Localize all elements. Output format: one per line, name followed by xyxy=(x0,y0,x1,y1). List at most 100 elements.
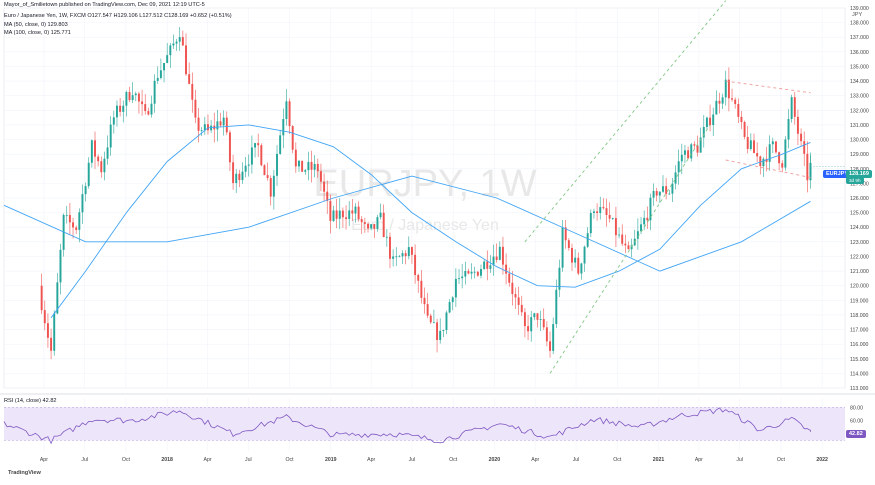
y-tick-label: 126.000 xyxy=(850,196,869,202)
rsi-value-badge: 42.82 xyxy=(846,430,866,438)
candle-body xyxy=(298,160,300,167)
candle-body xyxy=(668,193,671,195)
y-tick-label: 133.000 xyxy=(850,94,869,100)
candle-body xyxy=(624,243,627,246)
candle-body xyxy=(106,147,109,159)
y-tick-label: 131.000 xyxy=(850,123,869,129)
candle-body xyxy=(680,154,683,162)
candle-body xyxy=(72,222,75,228)
candle-body xyxy=(461,276,464,279)
candle-body xyxy=(232,162,235,184)
candle-body xyxy=(454,278,457,298)
candle-body xyxy=(175,41,178,44)
candle-body xyxy=(81,194,84,213)
candle-body xyxy=(87,162,90,187)
candle-body xyxy=(809,166,812,176)
candle-body xyxy=(429,315,432,323)
candle-body xyxy=(354,206,357,214)
candle-body xyxy=(382,212,385,238)
candle-body xyxy=(643,217,646,225)
y-tick-label: 117.000 xyxy=(850,328,868,334)
candle-body xyxy=(765,158,768,162)
ma50-legend[interactable]: MA (50, close, 0) 129.803 xyxy=(4,22,68,28)
candle-body xyxy=(530,317,533,332)
candle-body xyxy=(596,211,599,214)
candle-body xyxy=(147,111,150,115)
candle-body xyxy=(683,150,686,155)
candle-body xyxy=(743,121,746,137)
candle-body xyxy=(511,282,514,295)
x-tick-label: Apr xyxy=(695,457,703,463)
candle-body xyxy=(75,227,78,230)
candle-body xyxy=(558,267,561,290)
candle-body xyxy=(420,280,423,298)
candle-body xyxy=(734,99,737,105)
candle-body xyxy=(655,190,658,196)
candle-body xyxy=(768,144,771,162)
candle-body xyxy=(699,137,702,153)
trendline-wedge-lower xyxy=(725,159,811,178)
candle-body xyxy=(671,183,674,194)
candle-body xyxy=(244,165,247,172)
candle-body xyxy=(357,206,360,220)
x-tick-label: Jul xyxy=(736,457,743,463)
candle-body xyxy=(407,247,410,257)
candle-body xyxy=(693,144,696,146)
y-tick-label: 129.000 xyxy=(850,152,869,158)
candle-body xyxy=(163,62,166,71)
candle-body xyxy=(709,117,712,126)
candle-body xyxy=(505,264,508,274)
candle-body xyxy=(144,104,147,112)
x-tick-label: Apr xyxy=(40,457,48,463)
candle-body xyxy=(536,313,539,320)
candle-body xyxy=(674,172,677,184)
candle-body xyxy=(134,93,137,96)
y-tick-label: 118.000 xyxy=(850,313,868,319)
candle-body xyxy=(241,171,244,181)
trendline-channel-lower xyxy=(549,124,711,374)
candle-body xyxy=(489,265,492,269)
candle-body xyxy=(50,337,53,351)
y-tick-label: 123.000 xyxy=(850,240,869,246)
candle-body xyxy=(718,100,721,104)
candle-body xyxy=(188,74,191,84)
candle-body xyxy=(370,224,373,229)
candle-body xyxy=(197,117,200,131)
candle-body xyxy=(348,210,351,219)
candle-body xyxy=(376,217,379,229)
candle-body xyxy=(439,330,442,340)
candle-body xyxy=(464,270,467,277)
candle-body xyxy=(545,327,548,342)
candle-body xyxy=(410,247,413,255)
candle-body xyxy=(649,197,652,221)
candle-body xyxy=(90,140,93,163)
candle-body xyxy=(128,92,131,101)
y-tick-label: 138.000 xyxy=(850,21,869,27)
rsi-legend[interactable]: RSI (14, close) 42.82 xyxy=(4,398,57,404)
candle-body xyxy=(65,214,68,216)
y-tick-label: 137.000 xyxy=(850,35,869,41)
candle-body xyxy=(608,215,611,219)
candle-body xyxy=(611,218,614,219)
candle-body xyxy=(345,217,348,219)
x-tick-label: Oct xyxy=(613,457,622,463)
y-tick-label: 127.000 xyxy=(850,181,869,187)
candle-body xyxy=(59,249,62,283)
candle-body xyxy=(784,139,787,168)
candle-body xyxy=(235,173,238,184)
candle-body xyxy=(527,326,530,332)
candle-body xyxy=(614,218,617,236)
candle-body xyxy=(260,145,263,166)
candle-body xyxy=(363,222,366,224)
candle-body xyxy=(228,132,231,163)
candle-body xyxy=(84,186,87,195)
candle-body xyxy=(379,212,382,218)
candle-body xyxy=(806,153,809,181)
candle-body xyxy=(307,161,310,171)
ma100-legend[interactable]: MA (100, close, 0) 125.771 xyxy=(4,30,71,36)
candle-body xyxy=(178,37,181,42)
x-tick-label: 2022 xyxy=(816,457,828,463)
candle-body xyxy=(800,133,803,142)
